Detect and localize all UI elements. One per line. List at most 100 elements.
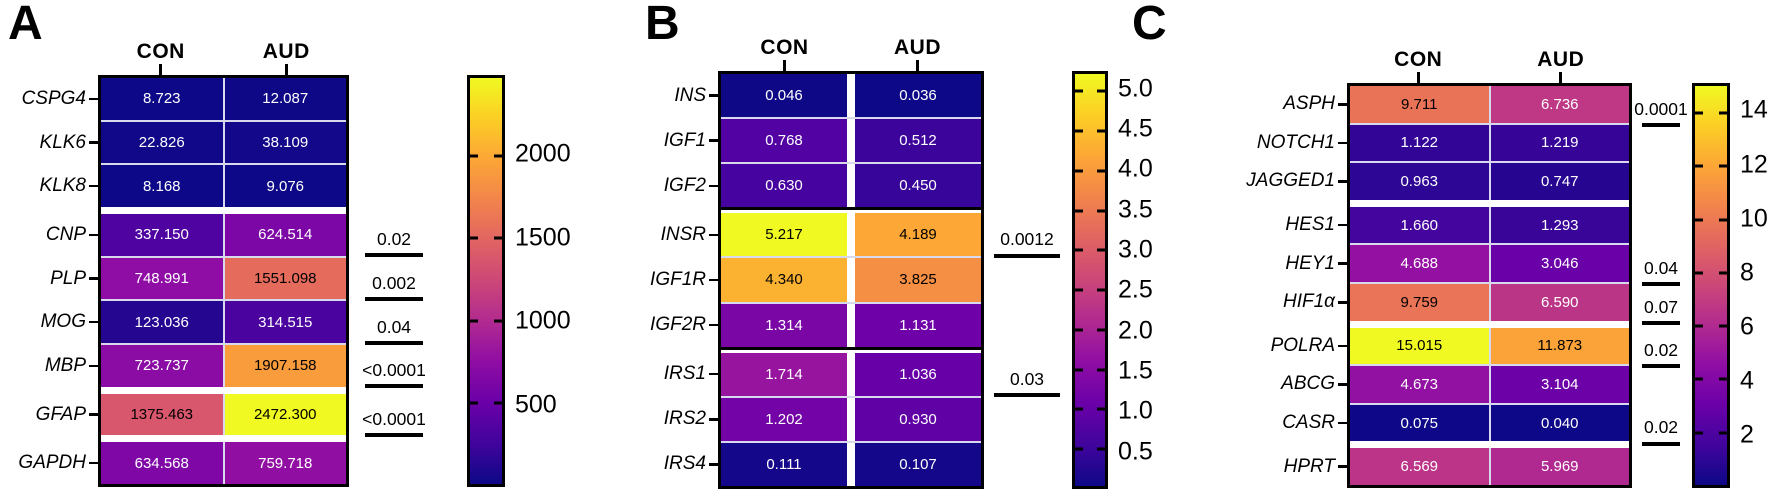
gene-row-label: CASR [1237, 405, 1347, 442]
cell-value: 1907.158 [253, 357, 317, 375]
cell-value: 759.718 [258, 454, 313, 472]
heatmap-cell-con: 9.759 [1350, 283, 1489, 321]
colorbar-tick-label: 8 [1740, 258, 1754, 287]
gene-tick-mark [1338, 421, 1347, 425]
heatmap-cell-con: 9.711 [1350, 86, 1489, 123]
p-value-bar [1642, 320, 1680, 325]
gene-name: IRS4 [663, 453, 706, 475]
gene-row-label: IRS4 [650, 443, 718, 486]
gene-name: GFAP [35, 403, 86, 425]
colorbar-tick-left [1695, 377, 1703, 381]
cell-value: 1551.098 [253, 270, 317, 288]
panel-b-column-headers: CON AUD [718, 31, 984, 71]
cell-value: 1.202 [765, 410, 803, 428]
gene-name: ASPH [1283, 93, 1335, 115]
p-value-slot [1632, 448, 1690, 485]
gene-label-column: INS IGF1 IGF2 INSR IGF1R IGF2R IRS1 IRS2 IRS4 [650, 71, 718, 489]
colorbar-tick-label: 2 [1740, 420, 1754, 449]
colorbar-tick-label: 500 [515, 390, 557, 419]
cell-value: 723.737 [134, 357, 189, 375]
column-header-con-text: CON [1394, 47, 1443, 71]
cell-value: 4.189 [899, 226, 937, 244]
row-separator [101, 119, 346, 122]
heatmap-cell-aud: 11.873 [1488, 327, 1629, 365]
gene-name: HIF1α [1282, 291, 1335, 313]
gene-row-label: IRS1 [650, 353, 718, 396]
heatmap-cell-con: 1.314 [721, 303, 847, 347]
column-tick-mark [783, 60, 786, 71]
heatmap-cell-aud: 1.219 [1488, 124, 1629, 162]
p-value-slot [984, 119, 1070, 162]
panel-a-column-headers: CON AUD [98, 35, 349, 75]
p-value-text: 0.0001 [1634, 98, 1688, 119]
colorbar-tick-left [1695, 111, 1703, 115]
cell-value: 0.512 [899, 132, 937, 150]
gene-name: JAGGED1 [1246, 170, 1335, 192]
colorbar-tick-right [1097, 328, 1105, 332]
heatmap-cell-aud: 3.825 [847, 258, 981, 302]
heatmap-cell-aud: 0.040 [1488, 404, 1629, 442]
heatmap-row: 4.673 3.104 [1350, 366, 1629, 403]
gene-tick-mark [89, 277, 98, 280]
heatmap-row: 723.737 1907.158 [101, 345, 346, 387]
heatmap-cell-aud: 38.109 [222, 121, 346, 164]
gene-tick-mark [709, 372, 718, 376]
heatmap-cell-con: 1375.463 [101, 393, 223, 436]
cell-value: 1.660 [1400, 216, 1439, 234]
colorbar-tick-label: 0.5 [1118, 437, 1153, 466]
heatmap-cell-con: 723.737 [101, 345, 223, 387]
colorbar-tick-label: 6 [1740, 312, 1754, 341]
p-value-slot: 0.04 [349, 301, 439, 345]
p-value-annotation: <0.0001 [362, 408, 426, 438]
gene-row-label: MOG [8, 301, 98, 343]
heatmap-cell-con: 0.963 [1350, 163, 1489, 200]
colorbar-tick-label: 2.0 [1118, 316, 1153, 345]
gene-row-label: POLRA [1237, 328, 1347, 365]
p-value-annotation: 0.02 [1642, 418, 1680, 446]
p-value-bar [1642, 282, 1680, 287]
p-value-annotation: 0.07 [1642, 297, 1680, 325]
p-value-slot [1632, 163, 1690, 200]
colorbar-tick-label: 1.5 [1118, 356, 1153, 385]
group-separator [101, 386, 346, 394]
gene-row-label: IGF2R [650, 304, 718, 347]
colorbar-tick-label: 12 [1740, 150, 1768, 179]
p-value-slot: <0.0001 [349, 345, 439, 389]
group-separator [1350, 441, 1629, 449]
cell-value: 0.450 [899, 177, 937, 195]
colorbar-tick-left [470, 236, 478, 240]
colorbar-tick-label: 4.5 [1118, 114, 1153, 143]
colorbar-tick-right [1097, 129, 1105, 133]
gene-tick-mark [709, 184, 718, 188]
colorbar-tick-left [1075, 248, 1083, 252]
gene-name: NOTCH1 [1256, 131, 1335, 153]
cell-value: 1.131 [899, 316, 937, 334]
panel-b-letter: B [645, 0, 680, 50]
p-value-text: <0.0001 [362, 408, 426, 429]
heatmap-cell-con: 337.150 [101, 214, 223, 256]
cell-value: 1375.463 [130, 406, 194, 424]
gene-tick-mark [1338, 223, 1347, 227]
heatmap-cell-con: 634.568 [101, 442, 223, 485]
p-value-annotation: 0.0012 [994, 229, 1060, 258]
colorbar-tick-label: 4.0 [1118, 154, 1153, 183]
gene-tick-mark [709, 323, 718, 327]
group-gap-spacer [8, 387, 98, 394]
cell-value: 2472.300 [253, 406, 317, 424]
cell-value: 38.109 [262, 134, 309, 151]
p-value-bar [1642, 441, 1680, 446]
colorbar-tick-right [1719, 324, 1727, 328]
panel-a-body: CSPG4 KLK6 KLK8 CNP PLP MOG MBP GFAP GAPDH 8.723… [8, 75, 579, 487]
cell-value: 0.768 [765, 132, 803, 150]
heatmap-cell-con: 1.122 [1350, 124, 1489, 162]
gene-tick-mark [89, 233, 98, 237]
colorbar-tick-label: 10 [1740, 204, 1768, 233]
heatmap-row: 1.714 1.036 [721, 352, 981, 396]
row-separator [1350, 161, 1629, 164]
heatmap-row: 1.660 1.293 [1350, 206, 1629, 244]
gene-row-label: KLK8 [8, 165, 98, 207]
cell-value: 6.590 [1540, 293, 1579, 311]
gene-row-label: HPRT [1237, 448, 1347, 485]
cell-value: 5.969 [1540, 458, 1579, 476]
group-separator [101, 207, 346, 215]
